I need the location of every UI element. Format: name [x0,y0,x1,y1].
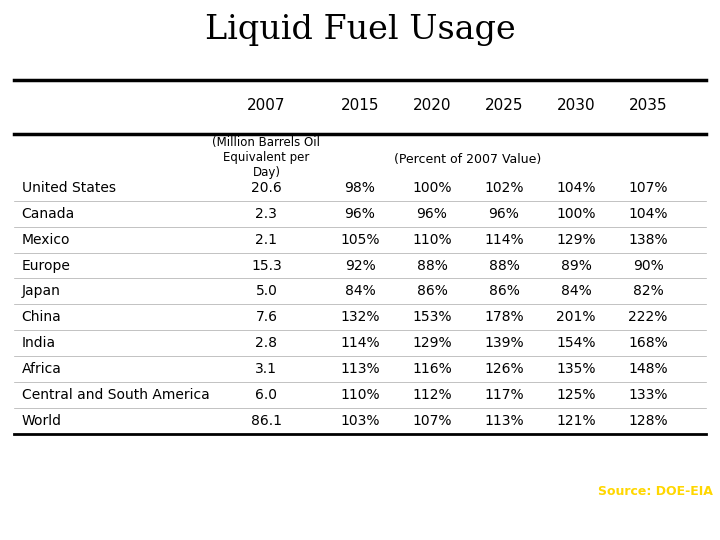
Text: 121%: 121% [556,414,596,428]
Text: 116%: 116% [412,362,452,376]
Text: 100%: 100% [413,181,451,195]
Text: 86%: 86% [417,285,447,299]
Text: 133%: 133% [629,388,667,402]
Text: China: China [22,310,61,324]
Text: 2007: 2007 [247,98,286,113]
Text: 178%: 178% [484,310,524,324]
Text: 88%: 88% [489,259,519,273]
Text: 2015: 2015 [341,98,379,113]
Text: 154%: 154% [557,336,595,350]
Text: 138%: 138% [628,233,668,247]
Text: Source: DOE-EIA: Source: DOE-EIA [598,485,713,498]
Text: 20.6: 20.6 [251,181,282,195]
Text: 82%: 82% [633,285,663,299]
Text: 15.3: 15.3 [251,259,282,273]
Text: 86%: 86% [489,285,519,299]
Text: 128%: 128% [628,414,668,428]
Text: 98%: 98% [345,181,375,195]
Text: 2020: 2020 [413,98,451,113]
Text: 89%: 89% [561,259,591,273]
Text: 113%: 113% [340,362,380,376]
Text: 107%: 107% [413,414,451,428]
Text: 96%: 96% [417,207,447,221]
Text: 92%: 92% [345,259,375,273]
Text: 168%: 168% [628,336,668,350]
Text: 96%: 96% [489,207,519,221]
Text: 132%: 132% [341,310,379,324]
Text: 110%: 110% [340,388,380,402]
Text: 96%: 96% [345,207,375,221]
Text: 114%: 114% [484,233,524,247]
Text: 84%: 84% [561,285,591,299]
Text: Europe: Europe [22,259,71,273]
Text: Extension and Outreach/Department of Economics: Extension and Outreach/Department of Eco… [7,512,272,523]
Text: 129%: 129% [412,336,452,350]
Text: (Million Barrels Oil
Equivalent per
Day): (Million Barrels Oil Equivalent per Day) [212,136,320,179]
Text: 100%: 100% [557,207,595,221]
Text: United States: United States [22,181,116,195]
Text: 114%: 114% [340,336,380,350]
Text: 88%: 88% [417,259,447,273]
Text: 5.0: 5.0 [256,285,277,299]
Text: 112%: 112% [412,388,452,402]
Text: 3.1: 3.1 [256,362,277,376]
Text: 103%: 103% [341,414,379,428]
Text: 135%: 135% [557,362,595,376]
Text: 129%: 129% [556,233,596,247]
Text: 102%: 102% [485,181,523,195]
Text: 2025: 2025 [485,98,523,113]
Text: 86.1: 86.1 [251,414,282,428]
Text: 104%: 104% [557,181,595,195]
Text: 2.1: 2.1 [256,233,277,247]
Text: 2035: 2035 [629,98,667,113]
Text: Canada: Canada [22,207,75,221]
Text: (Percent of 2007 Value): (Percent of 2007 Value) [395,153,541,166]
Text: Africa: Africa [22,362,61,376]
Text: Liquid Fuel Usage: Liquid Fuel Usage [204,14,516,46]
Text: Japan: Japan [22,285,60,299]
Text: 110%: 110% [412,233,452,247]
Text: 84%: 84% [345,285,375,299]
Text: Mexico: Mexico [22,233,70,247]
Text: 7.6: 7.6 [256,310,277,324]
Text: 153%: 153% [413,310,451,324]
Text: 107%: 107% [629,181,667,195]
Text: 222%: 222% [629,310,667,324]
Text: 117%: 117% [484,388,524,402]
Text: 125%: 125% [557,388,595,402]
Text: Central and South America: Central and South America [22,388,210,402]
Text: 2.3: 2.3 [256,207,277,221]
Text: Ag Decision Maker: Ag Decision Maker [551,511,713,524]
Text: World: World [22,414,62,428]
Text: 148%: 148% [628,362,668,376]
Text: India: India [22,336,55,350]
Text: 2030: 2030 [557,98,595,113]
Text: 2.8: 2.8 [256,336,277,350]
Text: 104%: 104% [629,207,667,221]
Text: 6.0: 6.0 [256,388,277,402]
Text: 105%: 105% [341,233,379,247]
Text: 201%: 201% [557,310,595,324]
Text: 139%: 139% [484,336,524,350]
Text: 90%: 90% [633,259,663,273]
Text: 113%: 113% [484,414,524,428]
Text: IOWA STATE UNIVERSITY: IOWA STATE UNIVERSITY [7,488,219,503]
Text: 126%: 126% [484,362,524,376]
